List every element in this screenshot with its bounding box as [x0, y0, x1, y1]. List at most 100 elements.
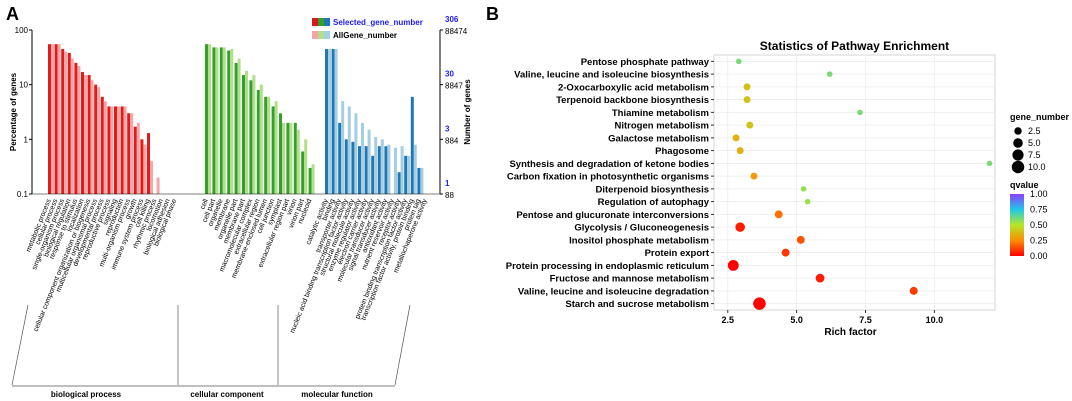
pathway-label: Protein processing in endoplasmic reticu… [506, 261, 709, 272]
bar-selected [87, 75, 91, 194]
right-tick-selected: 30 [445, 70, 454, 79]
bar-all [84, 75, 87, 194]
bar-selected [114, 106, 117, 194]
bar-all [237, 58, 241, 194]
size-legend-dot [1012, 149, 1024, 161]
x-axis-label: Rich factor [824, 327, 876, 338]
enrichment-point [743, 96, 751, 104]
bar-all [123, 106, 127, 194]
bar-all [361, 122, 364, 194]
legend-swatch-selected [318, 18, 324, 26]
enrichment-point [750, 172, 758, 180]
bar-selected [67, 52, 71, 194]
color-legend-label: 0.25 [1030, 236, 1048, 246]
bar-all [97, 87, 101, 194]
bar-all [245, 70, 248, 194]
enrichment-point [815, 273, 825, 283]
enrichment-point [727, 259, 739, 271]
bracket-edge [394, 304, 411, 386]
bar-all [130, 113, 134, 194]
bar-selected [351, 141, 355, 194]
bar-selected [371, 155, 375, 194]
go-term-label: cell [199, 198, 210, 211]
bar-all [117, 106, 120, 194]
bar-selected [358, 146, 361, 194]
enrichment-point [826, 71, 833, 77]
bar-selected [127, 113, 131, 194]
bar-all [51, 44, 54, 194]
bar-all [311, 164, 315, 194]
bar-all [282, 122, 285, 194]
enrichment-point [804, 198, 811, 205]
pathway-label: Carbon fixation in photosynthetic organi… [507, 172, 709, 183]
pathway-label: Nitrogen metabolism [615, 121, 710, 132]
x-tick-label: 10.0 [926, 315, 944, 325]
bar-all [156, 177, 160, 194]
right-tick-all: 88 [445, 191, 454, 200]
color-legend-label: 0.50 [1030, 220, 1048, 230]
pathway-label: Phagosome [655, 146, 709, 157]
color-legend-label: 1.00 [1030, 189, 1048, 199]
bar-selected [219, 47, 223, 195]
enrichment-point [732, 134, 740, 142]
x-tick-label: 7.5 [859, 315, 872, 325]
bar-all [407, 155, 411, 194]
bar-all [77, 65, 81, 194]
left-tick-label: 10 [19, 81, 28, 90]
legend-swatch-selected [312, 18, 318, 26]
bar-all [259, 84, 263, 194]
bar-all [394, 147, 397, 194]
bar-all [57, 44, 61, 194]
pathway-label: Inositol phosphate metabolism [569, 235, 709, 246]
bar-all [136, 122, 140, 194]
bar-all [267, 96, 271, 194]
right-tick-selected: 306 [445, 15, 459, 24]
bar-selected [74, 62, 78, 194]
left-y-axis-label: Percentage of genes [9, 72, 18, 151]
bar-all [400, 146, 404, 194]
legend-swatch-all [312, 31, 318, 39]
bar-all [64, 51, 68, 194]
size-legend-dot [1013, 138, 1023, 148]
bracket-edge [11, 304, 29, 386]
size-legend-label: 2.5 [1028, 126, 1041, 136]
enrichment-point [735, 222, 745, 232]
bar-selected [417, 167, 421, 194]
bar-all [252, 75, 256, 194]
bar-selected [54, 44, 58, 194]
legend-swatch-selected [324, 18, 330, 26]
bar-all [110, 106, 114, 194]
bar-selected [205, 44, 208, 194]
pathway-label: Glycolysis / Gluconeogenesis [574, 223, 709, 234]
bar-all [230, 48, 234, 194]
x-tick-label: 2.5 [722, 315, 735, 325]
bar-all [347, 106, 351, 194]
bar-selected [133, 126, 137, 194]
bar-selected [344, 139, 348, 194]
pathway-label: Valine, leucine and isoleucine biosynthe… [514, 70, 709, 81]
go-bar-chart: A 100 10 1 0.1 Percentage of genes 306 88474 30 8… [6, 4, 472, 399]
bar-selected [286, 122, 290, 194]
bar-all [289, 122, 293, 194]
enrichment-point [746, 121, 754, 129]
pathway-label: Fructose and mannose metabolism [550, 274, 709, 285]
bar-all [367, 129, 371, 194]
pathway-label: Terpenoid backbone biosynthesis [556, 95, 709, 106]
enrichment-point [743, 83, 751, 91]
bar-all [334, 48, 338, 194]
bar-selected [364, 146, 368, 194]
enrichment-point [796, 235, 805, 244]
bar-selected [234, 62, 238, 194]
enrichment-point [753, 297, 766, 310]
bar-selected [293, 122, 297, 194]
legend-all-label: AllGene_number [333, 31, 397, 40]
bar-selected [48, 44, 51, 194]
bar-all [70, 58, 74, 194]
bar-selected [308, 167, 312, 194]
bar-all [274, 101, 278, 194]
legend-swatch-all [324, 31, 330, 39]
enrichment-point [774, 210, 783, 219]
color-legend-title: qvalue [1010, 180, 1039, 190]
enrichment-point [736, 147, 744, 155]
